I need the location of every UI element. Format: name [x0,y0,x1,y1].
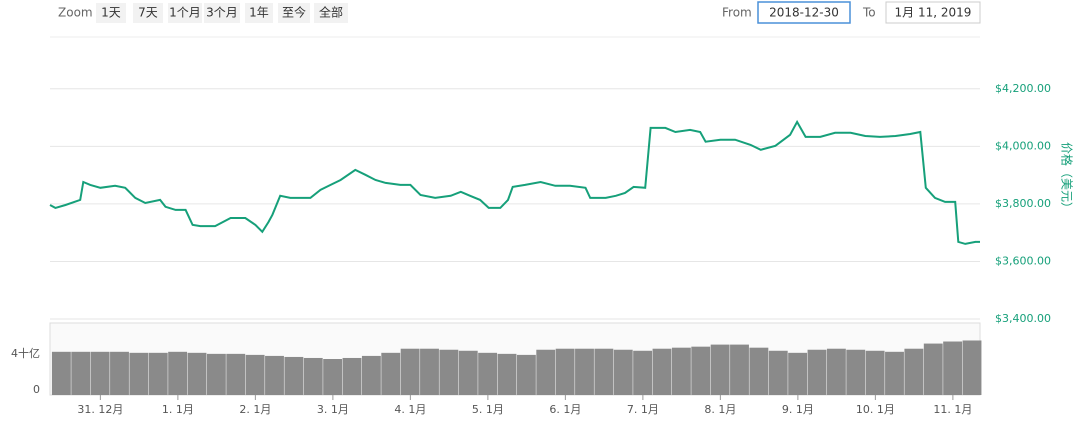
x-tick-label: 8. 1月 [704,403,736,416]
volume-bar [768,350,788,395]
volume-bar [478,352,498,395]
zoom-button-bg[interactable] [245,3,273,23]
zoom-button-bg[interactable] [204,3,240,23]
y-tick-label: $3,400.00 [995,312,1051,325]
volume-bar [71,351,91,395]
volume-bar [652,348,672,395]
from-input[interactable] [757,1,851,24]
volume-bar [284,356,304,395]
zoom-button-bg[interactable] [314,3,348,23]
volume-bar [168,351,188,395]
to-value[interactable]: 1月 11, 2019 [895,6,972,20]
volume-bar [846,349,866,395]
volume-bar [110,351,129,395]
x-tick-label: 3. 1月 [317,403,349,416]
volume-bar [90,351,110,395]
y-tick-label: $4,000.00 [995,139,1051,152]
volume-bar [381,352,401,395]
volume-bar [730,344,749,395]
zoom-button-bg[interactable] [168,3,202,23]
volume-bar [245,354,265,395]
volume-bar [904,348,924,395]
y-tick-label: $3,600.00 [995,254,1051,267]
zoom-label: Zoom [58,6,93,20]
x-tick-label: 6. 1月 [549,403,581,416]
volume-bar [594,348,614,395]
volume-bar [129,352,149,395]
volume-bar [710,344,730,395]
volume-bar [671,347,691,395]
volume-bar [943,341,963,395]
price-line [49,119,980,245]
zoom-button[interactable]: 至今 [282,5,306,20]
to-input[interactable] [885,1,981,24]
y-axis-title: 价格（美元） [1060,142,1075,214]
x-tick-label: 5. 1月 [472,403,504,416]
volume-bar [458,350,478,395]
volume-bar [788,352,808,395]
volume-bar [555,348,575,395]
volume-bar [148,352,168,395]
volume-bar [265,355,284,395]
volume-bar [497,353,517,395]
volume-bar [865,350,885,395]
x-tick-label: 7. 1月 [627,403,659,416]
from-label: From [722,6,752,20]
x-tick-label: 2. 1月 [239,403,271,416]
volume-bar [361,355,381,395]
zoom-button[interactable]: 3个月 [206,6,238,20]
zoom-button-bg[interactable] [133,3,163,23]
y-tick-label: $4,200.00 [995,82,1051,95]
zoom-button-bg[interactable] [278,3,310,23]
y-tick-label: 0 [33,383,40,396]
x-tick-label: 9. 1月 [782,403,814,416]
x-tick-label: 10. 1月 [856,403,895,416]
volume-bar [613,349,633,395]
volume-bar [807,349,827,395]
volume-bar [206,353,226,395]
volume-bar [226,353,246,395]
to-label: To [862,6,876,20]
volume-bar [400,348,420,395]
volume-bar [923,343,943,395]
volume-bar [749,347,769,395]
volume-bar [516,354,536,395]
volume-bar [826,348,846,395]
volume-bar [342,357,362,395]
x-tick-label: 4. 1月 [394,403,426,416]
volume-bar [51,351,71,395]
zoom-button[interactable]: 1天 [101,6,121,20]
zoom-button[interactable]: 全部 [319,5,343,20]
volume-bar [633,350,653,395]
zoom-button[interactable]: 7天 [138,6,158,20]
volume-bar [536,349,556,395]
zoom-button[interactable]: 1个月 [169,6,201,20]
x-tick-label: 31. 12月 [77,403,123,416]
volume-bar [691,346,711,395]
volume-bar [323,359,343,395]
volume-bar [420,348,439,395]
x-tick-label: 11. 1月 [933,403,972,416]
volume-bar [885,351,904,395]
volume-bar [962,340,982,395]
zoom-button[interactable]: 1年 [249,6,269,20]
volume-bar [575,348,594,395]
y-tick-label: $3,800.00 [995,197,1051,210]
zoom-button-bg[interactable] [96,3,126,23]
x-tick-label: 1. 1月 [162,403,194,416]
volume-bar [187,352,207,395]
volume-bar [303,357,323,395]
y-tick-label: 4十亿 [11,346,40,360]
from-value[interactable]: 2018-12-30 [769,6,839,20]
volume-bar [439,349,459,395]
